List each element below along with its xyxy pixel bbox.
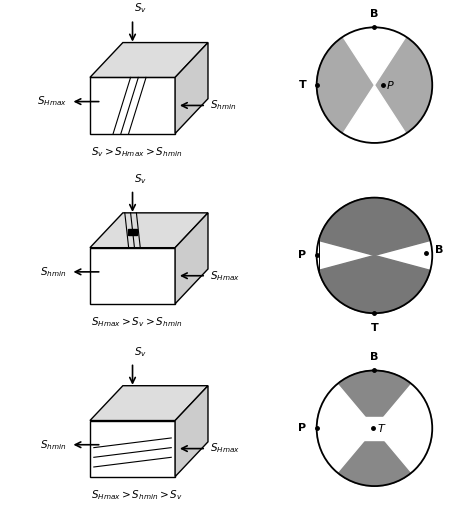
- Polygon shape: [343, 27, 406, 85]
- Text: $P$: $P$: [386, 79, 395, 91]
- Text: $T$: $T$: [377, 422, 387, 434]
- Polygon shape: [90, 213, 208, 248]
- Polygon shape: [175, 42, 208, 134]
- Text: $S_{Hmax}$: $S_{Hmax}$: [37, 95, 67, 108]
- Text: P: P: [299, 250, 307, 261]
- Text: $S_{Hmax}>S_{hmin}>S_v$: $S_{Hmax}>S_{hmin}>S_v$: [91, 488, 182, 502]
- Polygon shape: [90, 77, 175, 134]
- Text: B: B: [370, 9, 379, 19]
- Text: $S_v>S_{Hmax}>S_{hmin}$: $S_v>S_{Hmax}>S_{hmin}$: [91, 145, 182, 158]
- Text: $S_{Hmax}$: $S_{Hmax}$: [210, 442, 240, 456]
- Circle shape: [317, 198, 432, 313]
- Text: $S_{hmin}$: $S_{hmin}$: [40, 438, 67, 452]
- Polygon shape: [319, 255, 430, 313]
- Bar: [128, 229, 137, 235]
- Text: T: T: [371, 324, 378, 333]
- Polygon shape: [175, 213, 208, 304]
- Text: $S_{hmin}$: $S_{hmin}$: [40, 265, 67, 279]
- Text: $S_{Hmax}$: $S_{Hmax}$: [210, 269, 240, 283]
- Circle shape: [317, 27, 432, 143]
- Polygon shape: [374, 384, 432, 473]
- Text: $S_v$: $S_v$: [135, 2, 147, 15]
- Polygon shape: [90, 421, 175, 477]
- Polygon shape: [319, 198, 430, 255]
- Polygon shape: [317, 384, 374, 473]
- Text: P: P: [299, 423, 307, 433]
- Text: $S_{hmin}$: $S_{hmin}$: [210, 99, 237, 112]
- Polygon shape: [90, 42, 208, 77]
- Polygon shape: [343, 85, 406, 143]
- Circle shape: [317, 370, 432, 486]
- Text: $S_{Hmax}>S_v>S_{hmin}$: $S_{Hmax}>S_v>S_{hmin}$: [91, 315, 182, 329]
- Text: $S_v$: $S_v$: [135, 172, 147, 186]
- Bar: [358, 417, 391, 440]
- Text: B: B: [370, 352, 379, 362]
- Polygon shape: [90, 248, 175, 304]
- Text: B: B: [435, 245, 444, 254]
- Text: T: T: [299, 80, 307, 90]
- Text: $S_v$: $S_v$: [135, 345, 147, 359]
- Polygon shape: [175, 386, 208, 477]
- Polygon shape: [90, 386, 208, 421]
